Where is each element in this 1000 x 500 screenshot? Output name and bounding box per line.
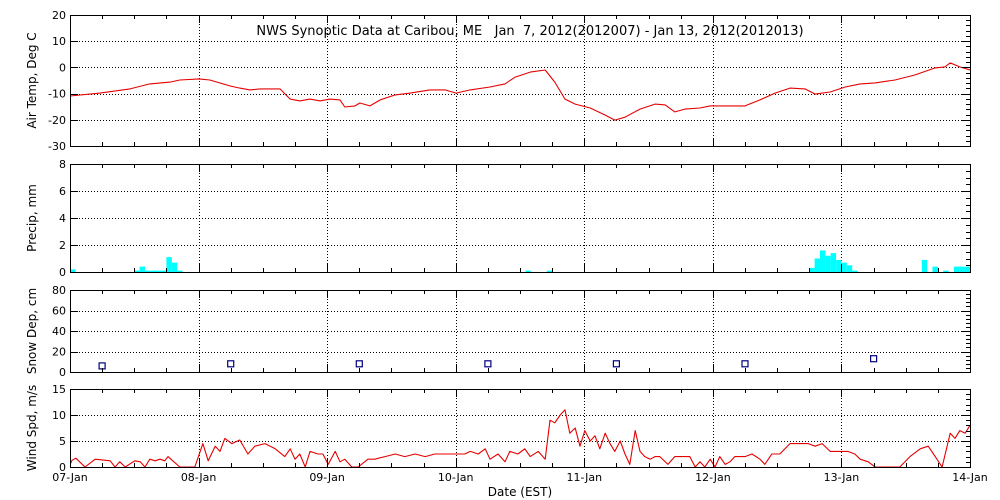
air-temp-y-tick-label: 10 (52, 35, 66, 48)
precip-y-tick-label: 2 (59, 239, 66, 252)
precip-bar (70, 269, 76, 272)
snow-depth-y-tick-label: 40 (52, 325, 66, 338)
precip-bar (809, 267, 815, 272)
precip-bar (177, 270, 183, 272)
air-temp-line (70, 62, 970, 121)
x-tick-label: 09-Jan (309, 471, 345, 484)
precip-y-axis-label: Precip, mm (25, 184, 39, 252)
precip-y-tick-label: 8 (59, 158, 66, 171)
precip-bar (964, 266, 970, 272)
precip-bar (171, 262, 178, 272)
wind-speed-y-axis-label: Wind Spd, m/s (25, 385, 39, 471)
air-temp-y-tick-label: 20 (52, 9, 66, 22)
x-tick-label: 12-Jan (695, 471, 731, 484)
precip-bar (525, 270, 531, 272)
snow-depth-marker (612, 360, 621, 368)
precip-bar (820, 250, 826, 272)
precip-bar (953, 266, 960, 272)
precip-bar (852, 270, 858, 272)
precip-y-tick-label: 0 (59, 266, 66, 279)
snow-depth-y-tick-label: 80 (52, 284, 66, 297)
precip-bar (150, 270, 156, 272)
x-axis-label: Date (EST) (488, 485, 552, 499)
air-temp-y-tick-label: -10 (48, 88, 66, 101)
precip-bar (814, 258, 820, 272)
snow-depth-marker (869, 355, 878, 363)
snow-depth-panel: 80 60 40 20 0 Snow Dep, cm (25, 284, 971, 379)
precip-bar (161, 270, 167, 272)
snow-depth-marker (484, 360, 492, 368)
precip-bar (825, 255, 831, 272)
air-temp-y-tick-label: -30 (48, 140, 66, 153)
wind-speed-line (70, 409, 970, 467)
wind-speed-y-tick-label: 15 (52, 383, 66, 396)
snow-depth-marker (741, 360, 749, 368)
precip-y-tick-label: 4 (59, 212, 66, 225)
precip-bar (921, 259, 928, 272)
chart-title: NWS Synoptic Data at Caribou, ME Jan 7, … (256, 24, 803, 39)
precip-y-tick-label: 6 (59, 185, 66, 198)
precip-bar (841, 262, 847, 272)
wind-speed-plot-frame (70, 389, 971, 468)
precip-plot-frame (70, 164, 971, 273)
x-tick-label: 10-Jan (438, 471, 474, 484)
x-tick-label: 08-Jan (181, 471, 217, 484)
wind-speed-y-tick-label: 10 (52, 409, 66, 422)
snow-depth-plot-frame (70, 290, 971, 373)
air-temp-plot-frame (70, 15, 971, 147)
snow-depth-y-axis-label: Snow Dep, cm (25, 288, 39, 374)
x-tick-label: 07-Jan (52, 471, 88, 484)
snow-depth-y-tick-label: 0 (59, 366, 66, 379)
precip-bar (546, 270, 553, 272)
air-temp-y-axis-label: Air Temp, Deg C (25, 32, 39, 128)
air-temp-y-tick-label: 0 (59, 61, 66, 74)
air-temp-y-tick-label: -20 (48, 114, 66, 127)
precip-series (70, 250, 970, 272)
wind-speed-y-tick-label: 0 (59, 461, 66, 474)
precip-bar (959, 266, 965, 272)
x-tick-label: 11-Jan (567, 471, 603, 484)
air-temp-panel: 20 10 0 -10 -20 -30 Air Temp, Deg C NWS Synopti… (25, 9, 971, 153)
x-tick-label: 13-Jan (824, 471, 860, 484)
snow-depth-y-tick-label: 60 (52, 305, 66, 318)
x-tick-label: 14-Jan (952, 471, 988, 484)
precip-bar (836, 259, 842, 272)
snow-depth-marker (227, 360, 235, 368)
snow-depth-marker (355, 360, 363, 368)
precip-bar (145, 270, 151, 272)
snow-depth-y-tick-label: 20 (52, 346, 66, 359)
precip-bar (846, 265, 853, 272)
precip-bar (166, 257, 172, 272)
precip-bar (932, 266, 938, 272)
precip-bar (134, 270, 140, 272)
wind-speed-series (70, 409, 970, 467)
precip-bar (139, 266, 145, 272)
snow-depth-series (98, 355, 878, 370)
wind-speed-y-tick-label: 5 (59, 435, 66, 448)
precip-bar (155, 270, 162, 272)
precip-bar (830, 253, 837, 272)
wind-speed-panel: 15 10 5 0 Wind Spd, m/s 07-Jan 08-Jan 09-Jan 10-… (25, 383, 988, 499)
precip-bar (943, 270, 949, 272)
precip-panel: 8 6 4 2 0 Precip, mm (25, 158, 971, 279)
air-temp-series (70, 62, 970, 121)
